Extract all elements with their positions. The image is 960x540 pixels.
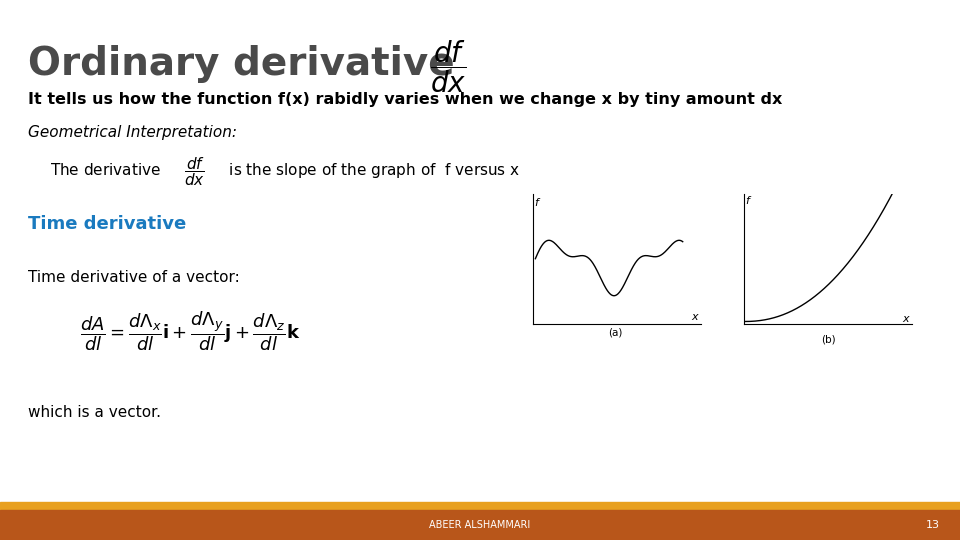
Text: Ordinary derivative: Ordinary derivative: [28, 45, 455, 83]
Text: The derivative     $\dfrac{df}{dx}$     is the slope of the graph of  f versus x: The derivative $\dfrac{df}{dx}$ is the s…: [50, 155, 520, 188]
Text: f: f: [534, 198, 538, 208]
Text: $\dfrac{df}{dx}$: $\dfrac{df}{dx}$: [430, 38, 467, 94]
Text: Time derivative: Time derivative: [28, 215, 186, 233]
Text: ABEER ALSHAMMARI: ABEER ALSHAMMARI: [429, 520, 531, 530]
Text: (a): (a): [609, 328, 623, 338]
Text: $\dfrac{dA}{dl} = \dfrac{d\Lambda_x}{dl}\mathbf{i} + \dfrac{d\Lambda_y}{dl}\math: $\dfrac{dA}{dl} = \dfrac{d\Lambda_x}{dl}…: [80, 310, 300, 354]
Text: (b): (b): [821, 335, 835, 345]
Text: which is a vector.: which is a vector.: [28, 405, 161, 420]
Text: It tells us how the function f(x) rabidly varies when we change x by tiny amount: It tells us how the function f(x) rabidl…: [28, 92, 782, 107]
Text: Geometrical Interpretation:: Geometrical Interpretation:: [28, 125, 237, 140]
Text: x: x: [902, 314, 909, 323]
Text: f: f: [745, 196, 749, 206]
Text: Time derivative of a vector:: Time derivative of a vector:: [28, 270, 240, 285]
Text: 13: 13: [926, 520, 940, 530]
Bar: [0, 502, 960, 510]
Text: x: x: [691, 312, 698, 322]
Bar: [0, 510, 960, 540]
